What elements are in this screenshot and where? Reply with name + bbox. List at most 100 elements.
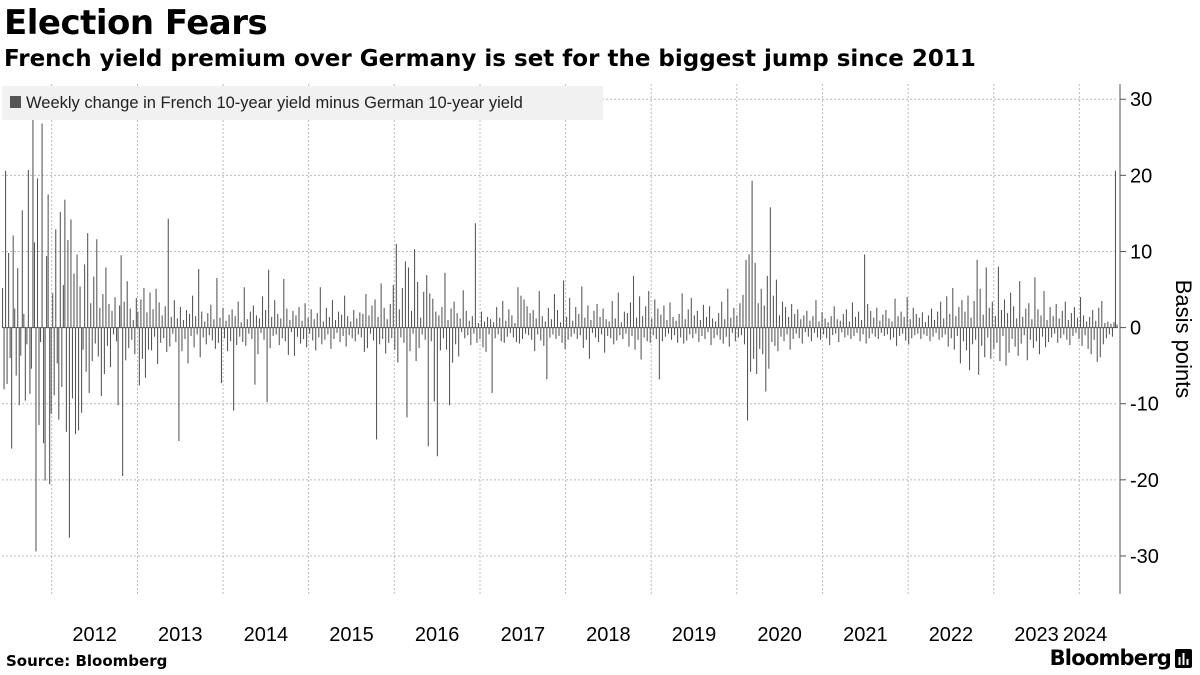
bar: [182, 319, 184, 328]
bar: [667, 327, 670, 334]
y-tick-label: -20: [1130, 470, 1159, 492]
bar: [594, 327, 597, 338]
bar: [126, 281, 128, 328]
bar: [415, 327, 417, 362]
bar: [769, 207, 771, 328]
bar: [725, 327, 727, 337]
bar: [286, 308, 288, 328]
bar: [474, 223, 476, 328]
bar: [49, 327, 51, 485]
bar: [293, 327, 295, 356]
bar: [459, 318, 461, 328]
bar: [912, 307, 914, 328]
bar: [198, 268, 200, 328]
bar: [743, 327, 746, 345]
bar: [211, 327, 213, 341]
bar: [970, 317, 972, 328]
bar: [599, 316, 601, 328]
bar: [965, 327, 968, 351]
bar: [626, 313, 628, 328]
bar: [76, 254, 78, 328]
bar: [1064, 301, 1066, 328]
bar: [441, 307, 443, 328]
bar: [739, 303, 741, 328]
bar: [911, 327, 913, 339]
bar: [558, 327, 560, 336]
bar: [88, 327, 90, 394]
bar: [783, 327, 785, 342]
bar: [138, 327, 140, 386]
bar: [570, 327, 572, 337]
bar: [2, 288, 4, 328]
bar: [956, 327, 958, 336]
bar: [184, 327, 186, 339]
bar: [362, 313, 364, 328]
bar: [943, 318, 945, 328]
bar: [555, 327, 557, 339]
x-tick-label: 2015: [329, 624, 374, 646]
bar: [41, 123, 43, 328]
bar: [278, 327, 280, 346]
bar: [248, 327, 250, 334]
bar: [1045, 327, 1047, 348]
bar: [1028, 303, 1030, 328]
bar: [1032, 327, 1034, 349]
bar: [280, 318, 282, 328]
bar: [321, 327, 323, 345]
bar: [296, 327, 299, 337]
bar: [1026, 327, 1028, 361]
bar: [1031, 319, 1033, 328]
bar: [403, 327, 405, 343]
bar: [94, 327, 96, 344]
bar: [1066, 327, 1068, 340]
bar: [601, 327, 603, 335]
bar: [698, 327, 700, 343]
bar: [1002, 327, 1004, 336]
y-tick-label: 20: [1130, 165, 1152, 187]
x-tick-label: 2013: [158, 624, 203, 646]
page-title: Election Fears: [4, 3, 268, 43]
bar: [604, 327, 606, 353]
bar: [830, 316, 832, 328]
bar: [826, 327, 828, 339]
bar: [147, 327, 150, 350]
y-tick-label: 10: [1130, 241, 1152, 263]
bar: [240, 322, 242, 328]
bar: [835, 327, 837, 334]
bar: [1084, 327, 1086, 336]
bar: [32, 119, 34, 328]
bar: [1023, 327, 1025, 336]
bar: [488, 327, 490, 335]
bar: [937, 311, 939, 328]
bar: [392, 284, 394, 328]
bar: [149, 292, 151, 328]
bar: [616, 327, 618, 341]
bar: [456, 313, 458, 328]
bar: [303, 327, 305, 339]
bar: [915, 313, 917, 328]
bar: [117, 327, 119, 406]
bar: [1081, 327, 1083, 346]
bar: [871, 327, 873, 334]
bar: [780, 327, 782, 337]
bar: [502, 300, 504, 328]
bar: [745, 259, 747, 328]
bar: [497, 327, 499, 335]
bar: [858, 311, 860, 328]
bar: [289, 319, 291, 328]
bar: [243, 287, 245, 328]
y-axis-label: Basis points: [1171, 280, 1196, 399]
bar: [298, 307, 300, 328]
bar: [108, 303, 110, 328]
bar: [30, 327, 32, 369]
bar: [411, 310, 413, 328]
bar: [740, 327, 742, 336]
bar: [883, 327, 885, 336]
bar: [442, 327, 444, 339]
bar: [397, 327, 399, 363]
bar: [131, 327, 133, 340]
bar: [307, 317, 309, 328]
bar: [874, 327, 876, 337]
bar: [973, 300, 975, 328]
bar: [982, 314, 984, 328]
